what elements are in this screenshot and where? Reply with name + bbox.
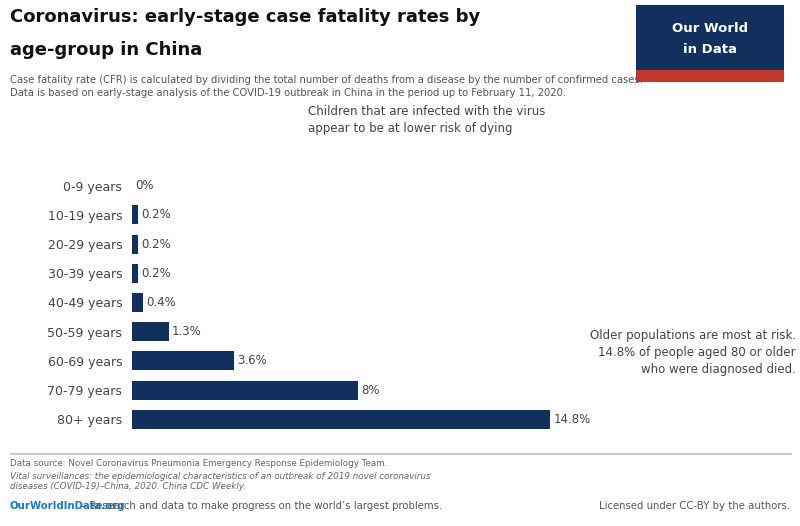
Text: Vital surveillances: the epidemiological characteristics of an outbreak of 2019 : Vital surveillances: the epidemiological… bbox=[10, 472, 430, 491]
Bar bbox=[132, 381, 358, 400]
Text: Data source: Novel Coronavirus Pneumonia Emergency Response Epidemiology Team.: Data source: Novel Coronavirus Pneumonia… bbox=[10, 459, 390, 468]
Text: 0.2%: 0.2% bbox=[141, 267, 170, 280]
Bar bbox=[132, 205, 138, 224]
Text: 14.8%: 14.8% bbox=[554, 413, 590, 426]
Text: 0%: 0% bbox=[135, 179, 154, 192]
Bar bbox=[132, 235, 138, 254]
Text: 0.2%: 0.2% bbox=[141, 238, 170, 250]
Text: 0.4%: 0.4% bbox=[146, 296, 177, 309]
Text: Licensed under CC-BY by the authors.: Licensed under CC-BY by the authors. bbox=[599, 501, 790, 511]
Text: OurWorldInData.org: OurWorldInData.org bbox=[10, 501, 126, 511]
Text: in Data: in Data bbox=[683, 44, 737, 56]
Text: – Research and data to make progress on the world’s largest problems.: – Research and data to make progress on … bbox=[78, 501, 442, 511]
Bar bbox=[132, 322, 169, 341]
Text: 1.3%: 1.3% bbox=[172, 325, 202, 338]
Text: Coronavirus: early-stage case fatality rates by: Coronavirus: early-stage case fatality r… bbox=[10, 8, 480, 26]
Text: Older populations are most at risk.
14.8% of people aged 80 or older
who were di: Older populations are most at risk. 14.8… bbox=[590, 329, 796, 376]
Text: 8%: 8% bbox=[362, 383, 380, 397]
Text: Our World: Our World bbox=[672, 22, 748, 35]
Text: Children that are infected with the virus
appear to be at lower risk of dying: Children that are infected with the viru… bbox=[308, 105, 546, 135]
Bar bbox=[132, 410, 550, 429]
Bar bbox=[132, 264, 138, 283]
Text: 3.6%: 3.6% bbox=[237, 355, 267, 367]
Bar bbox=[132, 351, 234, 370]
Bar bbox=[132, 293, 143, 312]
Text: Case fatality rate (CFR) is calculated by dividing the total number of deaths fr: Case fatality rate (CFR) is calculated b… bbox=[10, 75, 642, 98]
Text: 0.2%: 0.2% bbox=[141, 208, 170, 221]
Text: age-group in China: age-group in China bbox=[10, 41, 202, 59]
